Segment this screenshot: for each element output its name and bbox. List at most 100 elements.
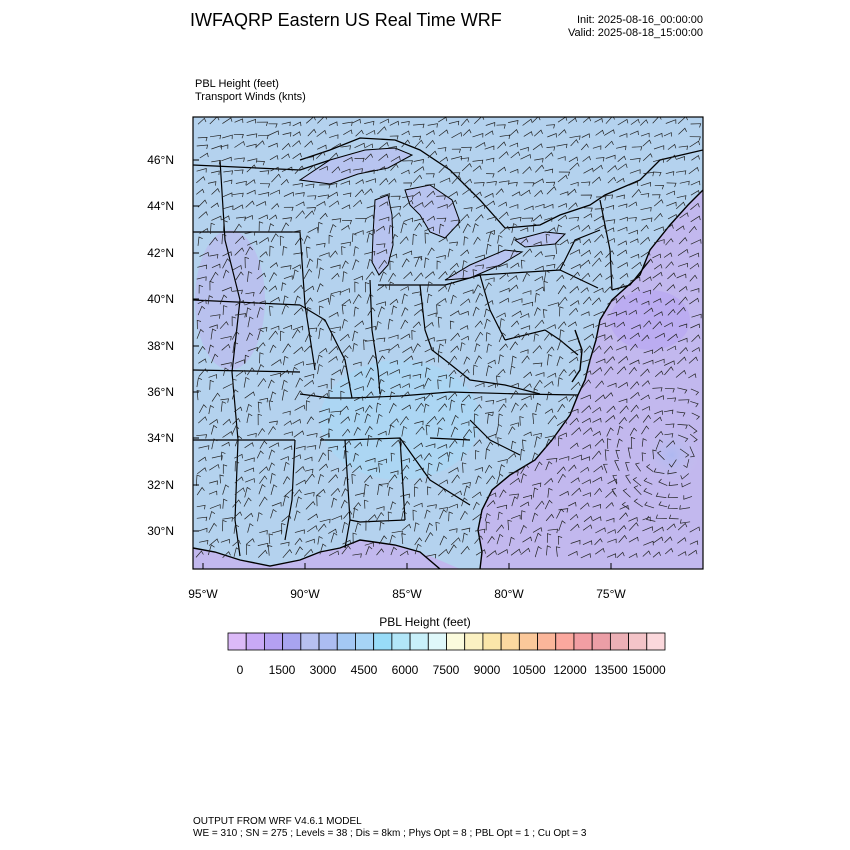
wind-barb bbox=[676, 195, 687, 200]
wind-barb bbox=[677, 356, 687, 365]
wind-barb bbox=[280, 178, 289, 186]
wind-barb bbox=[388, 281, 394, 291]
wind-barb bbox=[630, 253, 640, 259]
wind-barb bbox=[209, 117, 220, 125]
wind-barb bbox=[522, 439, 527, 450]
wind-barb bbox=[642, 516, 651, 522]
wind-barb bbox=[306, 392, 316, 400]
wind-barb bbox=[640, 206, 652, 212]
wind-barb bbox=[295, 377, 304, 388]
wind-barb bbox=[616, 145, 627, 151]
wind-barb bbox=[436, 339, 447, 344]
wind-barb bbox=[522, 383, 532, 390]
wind-barb bbox=[317, 194, 329, 199]
longitude-axis: 95°W 90°W 85°W 80°W 75°W bbox=[188, 563, 626, 601]
wind-barb bbox=[603, 463, 608, 474]
wind-barb bbox=[475, 214, 484, 222]
wind-barb bbox=[379, 193, 391, 198]
wind-barb bbox=[400, 319, 409, 330]
wind-barb bbox=[211, 215, 222, 221]
wind-barb bbox=[196, 319, 202, 330]
wind-barb bbox=[294, 404, 306, 411]
wind-barb bbox=[438, 479, 449, 485]
wind-barb bbox=[292, 182, 304, 188]
wind-barb bbox=[318, 267, 324, 279]
wind-barb bbox=[640, 224, 649, 232]
wind-barb bbox=[390, 383, 401, 390]
wind-barb bbox=[523, 431, 532, 437]
wind-barb bbox=[377, 430, 387, 436]
wind-barb bbox=[232, 289, 243, 295]
wind-barb bbox=[570, 300, 580, 307]
wind-barb bbox=[211, 188, 220, 195]
wind-barb bbox=[523, 205, 534, 211]
wind-barb bbox=[340, 405, 349, 413]
wind-barb bbox=[497, 244, 503, 255]
wind-barb bbox=[329, 134, 339, 139]
wind-barb bbox=[439, 156, 449, 163]
wind-barb bbox=[545, 438, 553, 449]
wind-barb bbox=[259, 475, 268, 484]
wind-barb bbox=[331, 218, 342, 223]
wind-barb bbox=[399, 550, 409, 556]
wind-barb bbox=[319, 252, 330, 257]
wind-barb bbox=[460, 335, 470, 341]
wind-barb bbox=[196, 276, 207, 281]
wind-barb bbox=[304, 373, 315, 379]
wind-barb bbox=[510, 440, 517, 450]
wind-barb bbox=[594, 394, 606, 403]
wind-barb bbox=[605, 205, 615, 210]
wind-barb bbox=[328, 389, 333, 399]
wind-barb bbox=[689, 446, 695, 458]
wind-barb bbox=[485, 448, 491, 460]
wind-barb bbox=[437, 298, 447, 305]
wind-barb bbox=[664, 536, 673, 544]
wind-barb bbox=[293, 346, 304, 355]
wind-barb bbox=[331, 497, 338, 508]
wind-barb bbox=[403, 355, 414, 363]
wind-barb bbox=[509, 142, 519, 148]
wind-barb bbox=[330, 290, 341, 296]
wind-barb bbox=[592, 516, 602, 522]
wind-barb bbox=[593, 215, 604, 222]
wind-barb bbox=[364, 542, 374, 547]
wind-barb bbox=[472, 269, 477, 279]
wind-barb bbox=[342, 539, 351, 545]
wind-barb bbox=[438, 271, 448, 280]
wind-barb bbox=[484, 192, 494, 198]
wind-barb bbox=[667, 308, 676, 316]
colorbar-swatch bbox=[628, 632, 648, 651]
wind-barb bbox=[414, 522, 420, 532]
wind-barb bbox=[605, 250, 615, 258]
wind-barb bbox=[403, 271, 413, 279]
wind-barb bbox=[497, 511, 503, 521]
wind-barb bbox=[451, 474, 460, 484]
wind-barb bbox=[354, 157, 365, 163]
wind-barb bbox=[329, 250, 338, 258]
wind-barb bbox=[401, 383, 411, 388]
wind-barb bbox=[619, 133, 628, 138]
wind-barb bbox=[363, 483, 370, 495]
wind-barb bbox=[499, 297, 510, 304]
colorbar-swatch bbox=[227, 632, 247, 651]
wind-barb bbox=[210, 424, 218, 435]
wind-barb bbox=[209, 379, 215, 390]
wind-barb bbox=[546, 227, 556, 234]
wind-barb bbox=[353, 275, 364, 281]
wind-barb bbox=[196, 516, 208, 522]
wind-barb bbox=[510, 514, 521, 520]
wind-barb bbox=[519, 403, 528, 411]
wind-barb bbox=[580, 359, 591, 364]
wind-barb bbox=[258, 496, 268, 507]
wind-barb bbox=[556, 466, 566, 475]
wind-barb bbox=[375, 402, 382, 413]
wind-barb bbox=[437, 374, 447, 379]
wind-barb bbox=[546, 353, 553, 366]
wind-barb bbox=[460, 298, 471, 306]
wind-barb bbox=[652, 271, 663, 279]
wind-barb bbox=[258, 327, 268, 332]
wind-barb bbox=[208, 490, 218, 496]
wind-barb bbox=[531, 452, 539, 462]
wind-barb bbox=[257, 427, 266, 436]
wind-barb bbox=[199, 228, 209, 234]
